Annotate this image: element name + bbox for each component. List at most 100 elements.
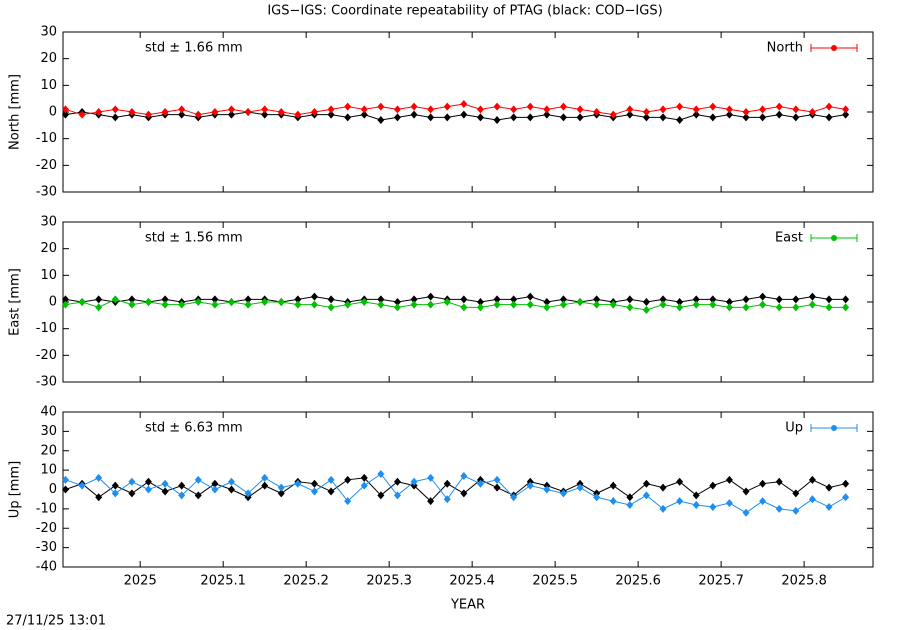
data-point bbox=[261, 105, 269, 114]
x-tick-label: 2025 bbox=[124, 574, 157, 589]
legend-point bbox=[831, 235, 837, 241]
data-point bbox=[775, 504, 783, 513]
data-point bbox=[808, 495, 816, 504]
data-point bbox=[676, 298, 684, 306]
data-point bbox=[510, 300, 518, 309]
data-point bbox=[327, 475, 335, 484]
data-point bbox=[427, 300, 435, 309]
data-point bbox=[493, 102, 501, 111]
data-point bbox=[825, 502, 833, 511]
x-tick-label: 2025.4 bbox=[449, 574, 495, 589]
y-tick-label: 30 bbox=[40, 215, 57, 230]
data-point bbox=[111, 113, 119, 122]
data-point bbox=[360, 473, 368, 482]
data-point bbox=[111, 489, 119, 498]
data-point bbox=[526, 481, 534, 490]
data-point bbox=[842, 493, 850, 502]
data-point bbox=[227, 105, 235, 114]
data-point bbox=[543, 485, 551, 494]
data-point bbox=[460, 489, 468, 498]
y-tick-label: -10 bbox=[36, 321, 57, 336]
data-point bbox=[227, 110, 235, 119]
data-point bbox=[460, 471, 468, 480]
data-point bbox=[742, 303, 750, 312]
data-point bbox=[443, 102, 451, 111]
data-point bbox=[443, 495, 451, 504]
data-point bbox=[808, 292, 816, 301]
data-point bbox=[178, 481, 186, 490]
legend-label: East bbox=[775, 231, 803, 246]
std-annotation: std ± 1.56 mm bbox=[145, 231, 243, 246]
data-point bbox=[825, 102, 833, 111]
data-point bbox=[61, 105, 69, 114]
y-tick-label: 20 bbox=[40, 51, 57, 66]
data-point bbox=[559, 295, 567, 304]
data-point bbox=[742, 487, 750, 496]
x-tick-label: 2025.2 bbox=[283, 574, 329, 589]
data-point bbox=[427, 113, 435, 122]
data-point bbox=[825, 113, 833, 122]
data-point bbox=[244, 489, 252, 498]
data-point bbox=[261, 110, 269, 119]
data-point bbox=[692, 110, 700, 119]
data-point bbox=[327, 295, 335, 304]
data-point bbox=[825, 483, 833, 492]
data-point bbox=[128, 489, 136, 498]
data-point bbox=[692, 501, 700, 509]
data-point bbox=[144, 485, 152, 494]
data-point bbox=[460, 110, 468, 119]
y-tick-label: 0 bbox=[49, 295, 57, 310]
data-point bbox=[377, 300, 385, 309]
panel: -30 -20 -10 0 10 20 30 North [mm] std ± 1.66 mm N… bbox=[8, 25, 874, 200]
data-point bbox=[742, 108, 750, 116]
panel: -30 -20 -10 0 10 20 30 East [mm] std ± 1.56 mm Ea… bbox=[8, 215, 874, 390]
x-tick-label: 2025.7 bbox=[698, 574, 744, 589]
data-point bbox=[676, 477, 684, 486]
data-point bbox=[427, 473, 435, 482]
data-point bbox=[360, 481, 368, 490]
data-point bbox=[792, 303, 800, 312]
data-point bbox=[310, 292, 318, 301]
legend-point bbox=[831, 45, 837, 51]
data-point bbox=[277, 489, 285, 498]
data-point bbox=[327, 487, 335, 496]
y-tick-label: -10 bbox=[36, 501, 57, 516]
y-tick-label: -20 bbox=[36, 348, 57, 363]
data-point bbox=[792, 506, 800, 515]
data-point bbox=[178, 491, 186, 500]
y-tick-label: -20 bbox=[36, 158, 57, 173]
data-point bbox=[377, 491, 385, 500]
data-point bbox=[393, 303, 401, 312]
data-point bbox=[327, 303, 335, 312]
x-axis-label: YEAR bbox=[450, 598, 485, 613]
data-point bbox=[427, 292, 435, 301]
legend-label: Up bbox=[785, 421, 803, 436]
series-line bbox=[65, 477, 846, 502]
data-point bbox=[659, 105, 667, 114]
data-point bbox=[576, 105, 584, 114]
data-point bbox=[626, 303, 634, 312]
data-point bbox=[543, 298, 551, 306]
data-point bbox=[576, 113, 584, 122]
data-point bbox=[61, 300, 69, 309]
data-point bbox=[526, 300, 534, 309]
data-point bbox=[642, 306, 650, 314]
data-point bbox=[759, 497, 767, 506]
data-point bbox=[609, 110, 617, 119]
data-point bbox=[128, 477, 136, 486]
data-point bbox=[759, 300, 767, 309]
data-point bbox=[626, 105, 634, 114]
data-point bbox=[211, 300, 219, 309]
data-point bbox=[327, 105, 335, 114]
y-tick-label: 30 bbox=[40, 25, 57, 40]
data-point bbox=[642, 491, 650, 500]
data-point bbox=[676, 303, 684, 312]
data-point bbox=[443, 113, 451, 122]
data-point bbox=[194, 491, 202, 500]
y-tick-label: 0 bbox=[49, 482, 57, 497]
data-point bbox=[626, 501, 634, 509]
data-point bbox=[576, 483, 584, 492]
data-point bbox=[609, 300, 617, 309]
data-point bbox=[178, 105, 186, 114]
